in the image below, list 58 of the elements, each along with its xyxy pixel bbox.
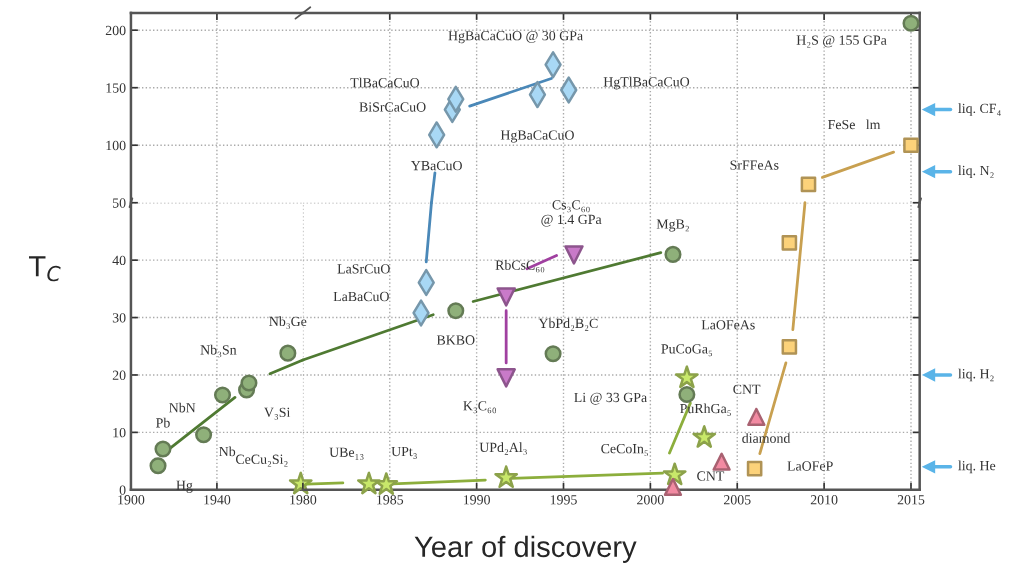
y-tick-label: 50 <box>113 198 126 208</box>
annotation: UBe₁₃ <box>329 447 364 460</box>
annotation: Nb₃Ge <box>269 316 307 329</box>
annotation: CNT <box>697 471 725 481</box>
y-tick-label: 10 <box>113 427 126 438</box>
y-tick-label: 40 <box>112 255 126 266</box>
annotation: HgBaCaCuO <box>500 130 574 143</box>
annotation: H₂S @ 155 GPa <box>796 35 887 48</box>
ref-line-label: liq. He <box>958 460 996 474</box>
annotation: UPt₃ <box>391 446 417 459</box>
annotation: CeCoIn₅ <box>601 444 648 457</box>
annotation: YbPd₂B₂C <box>538 318 598 331</box>
x-tick-label: 1990 <box>463 495 490 505</box>
y-tick-label: 0 <box>119 485 126 495</box>
y-tick-label: 20 <box>112 370 126 380</box>
annotation: LaOFeP <box>787 461 833 471</box>
x-tick-label: 1940 <box>204 495 231 505</box>
x-tick-label: 1900 <box>118 495 145 505</box>
annotation: HgBaCaCuO @ 30 GPa <box>448 30 583 44</box>
annotation: BiSrCaCuO <box>359 102 426 112</box>
annotation: Pb <box>156 417 170 428</box>
annotation: SrFFeAs <box>730 160 779 170</box>
y-tick-label: 150 <box>106 83 126 93</box>
annotation: MgB₂ <box>656 219 689 232</box>
x-tick-label: 1980 <box>290 495 317 505</box>
annotation: LaSrCuO <box>337 264 390 274</box>
annotation: CNT <box>733 384 761 394</box>
x-tick-label: 1995 <box>550 495 577 505</box>
annotation: V₃Si <box>264 407 291 420</box>
x-tick-label: 2000 <box>637 495 664 505</box>
annotation: Nb <box>219 446 236 457</box>
y-tick-label: 200 <box>105 25 126 36</box>
annotation: UPd₂Al₃ <box>479 442 527 455</box>
x-tick-label: 2015 <box>897 495 925 505</box>
x-tick-label: 2005 <box>723 495 751 505</box>
annotation: TlBaCaCuO <box>350 77 420 88</box>
ref-line-label: liq. CF₄ <box>958 103 1001 116</box>
annotation: CeCu₂Si₂ <box>235 454 288 467</box>
annotation: PuCoGa₅ <box>661 344 713 357</box>
ref-line-label: liq. N₂ <box>958 165 994 178</box>
x-tick-label: 1985 <box>377 495 404 505</box>
x-tick-label: 2010 <box>810 495 838 505</box>
y-axis-title: T$_{C}$ <box>29 256 61 282</box>
y-tick-label: 30 <box>112 313 126 323</box>
annotation: K₃C₆₀ <box>463 401 497 414</box>
annotation: Cs₃C₆₀ @ 1.4 GPa <box>541 200 602 227</box>
annotation: LaBaCuO <box>333 291 389 302</box>
annotation: YBaCuO <box>410 160 462 171</box>
annotation: LaOFeAs <box>701 320 755 330</box>
annotation: HgTlBaCaCuO <box>603 76 690 90</box>
x-axis-title: Year of discovery <box>414 535 637 563</box>
annotation: NbN <box>169 402 196 413</box>
y-tick-label: 100 <box>106 140 126 151</box>
annotation: BKBO <box>436 335 475 345</box>
annotation: Nb₃Sn <box>200 344 237 358</box>
annotation: FeSe lm <box>828 119 881 130</box>
ref-line-label: liq. H₂ <box>958 368 994 382</box>
annotation: Li @ 33 GPa <box>574 392 647 405</box>
